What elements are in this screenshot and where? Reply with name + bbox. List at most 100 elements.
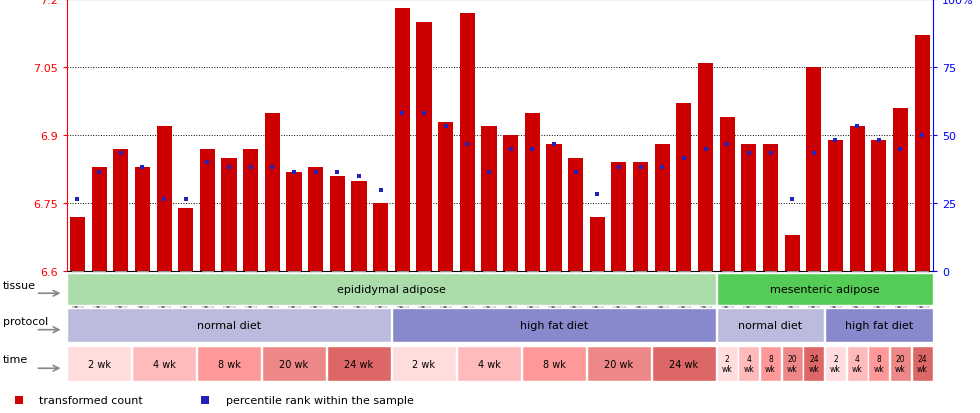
Bar xyxy=(847,346,867,381)
Text: normal diet: normal diet xyxy=(197,320,261,330)
Text: GSM971576: GSM971576 xyxy=(722,272,732,318)
Bar xyxy=(676,104,692,272)
Text: GSM971562: GSM971562 xyxy=(419,272,428,318)
Bar xyxy=(70,217,85,272)
Bar xyxy=(265,113,280,272)
Bar xyxy=(893,109,908,272)
Text: GSM971571: GSM971571 xyxy=(614,272,623,318)
Bar xyxy=(763,145,778,272)
Text: GSM971574: GSM971574 xyxy=(679,272,688,318)
Text: 20 wk: 20 wk xyxy=(605,358,633,369)
Bar xyxy=(481,127,497,272)
Text: GSM971570: GSM971570 xyxy=(593,272,602,318)
Text: tissue: tissue xyxy=(3,280,36,290)
Bar xyxy=(392,309,716,342)
Text: GSM971585: GSM971585 xyxy=(917,272,927,318)
Bar xyxy=(587,346,651,381)
Text: GSM971558: GSM971558 xyxy=(333,272,342,318)
Bar xyxy=(91,168,107,272)
Bar xyxy=(850,127,864,272)
Bar xyxy=(200,150,215,272)
Bar xyxy=(392,346,456,381)
Bar xyxy=(132,346,196,381)
Text: 4 wk: 4 wk xyxy=(153,358,175,369)
Text: 8
wk: 8 wk xyxy=(873,354,884,373)
Text: high fat diet: high fat diet xyxy=(519,320,588,330)
Text: GSM971551: GSM971551 xyxy=(181,272,190,318)
Text: GSM971566: GSM971566 xyxy=(506,272,515,318)
Bar xyxy=(782,346,803,381)
Bar xyxy=(739,346,760,381)
Bar xyxy=(352,181,367,272)
Bar xyxy=(825,309,933,342)
Bar xyxy=(590,217,605,272)
Text: 8 wk: 8 wk xyxy=(543,358,565,369)
Bar xyxy=(438,122,453,272)
Text: GSM971564: GSM971564 xyxy=(463,272,471,318)
Text: transformed count: transformed count xyxy=(39,395,143,405)
Bar xyxy=(828,140,843,272)
Text: 8
wk: 8 wk xyxy=(765,354,776,373)
Text: GSM971547: GSM971547 xyxy=(95,272,104,318)
Text: GSM971569: GSM971569 xyxy=(571,272,580,318)
Bar xyxy=(760,346,781,381)
Bar xyxy=(868,346,889,381)
Text: GSM971555: GSM971555 xyxy=(268,272,277,318)
Bar xyxy=(612,163,626,272)
Text: GSM971581: GSM971581 xyxy=(831,272,840,318)
Text: GSM971567: GSM971567 xyxy=(528,272,537,318)
Bar xyxy=(67,309,391,342)
Bar xyxy=(633,163,648,272)
Bar xyxy=(547,145,562,272)
Bar xyxy=(373,204,388,272)
Bar xyxy=(67,346,131,381)
Text: GSM971548: GSM971548 xyxy=(117,272,125,318)
Text: 2 wk: 2 wk xyxy=(87,358,111,369)
Text: GSM971583: GSM971583 xyxy=(874,272,883,318)
Bar xyxy=(308,168,323,272)
Text: normal diet: normal diet xyxy=(739,320,803,330)
Text: GSM971568: GSM971568 xyxy=(550,272,559,318)
Text: GSM971550: GSM971550 xyxy=(160,272,169,318)
Bar xyxy=(503,136,518,272)
Bar xyxy=(911,346,933,381)
Bar xyxy=(262,346,326,381)
Text: GSM971553: GSM971553 xyxy=(224,272,233,318)
Text: 24 wk: 24 wk xyxy=(344,358,373,369)
Text: GSM971584: GSM971584 xyxy=(896,272,905,318)
Bar xyxy=(871,140,886,272)
Text: 24
wk: 24 wk xyxy=(916,354,927,373)
Bar xyxy=(135,168,150,272)
Bar xyxy=(716,273,933,305)
Text: 2
wk: 2 wk xyxy=(722,354,733,373)
Text: GSM971561: GSM971561 xyxy=(398,272,407,318)
Text: 2 wk: 2 wk xyxy=(413,358,435,369)
Text: GSM971565: GSM971565 xyxy=(484,272,494,318)
Bar xyxy=(221,159,236,272)
Text: percentile rank within the sample: percentile rank within the sample xyxy=(225,395,414,405)
Bar xyxy=(804,346,824,381)
Text: mesenteric adipose: mesenteric adipose xyxy=(770,284,879,294)
Bar xyxy=(457,346,521,381)
Text: 8 wk: 8 wk xyxy=(218,358,240,369)
Bar xyxy=(568,159,583,272)
Bar xyxy=(243,150,259,272)
Bar xyxy=(825,346,846,381)
Text: GSM971575: GSM971575 xyxy=(701,272,710,318)
Text: GSM971563: GSM971563 xyxy=(441,272,450,318)
Text: GSM971578: GSM971578 xyxy=(766,272,775,318)
Bar xyxy=(522,346,586,381)
Text: GSM971582: GSM971582 xyxy=(853,272,861,318)
Text: GSM971577: GSM971577 xyxy=(745,272,754,318)
Bar xyxy=(716,309,824,342)
Text: GSM971556: GSM971556 xyxy=(289,272,299,318)
Text: protocol: protocol xyxy=(3,316,48,326)
Text: high fat diet: high fat diet xyxy=(845,320,913,330)
Text: 4 wk: 4 wk xyxy=(477,358,501,369)
Bar xyxy=(197,346,261,381)
Text: GSM971546: GSM971546 xyxy=(73,272,82,318)
Bar xyxy=(719,118,735,272)
Bar xyxy=(157,127,172,272)
Bar xyxy=(785,235,800,272)
Text: GSM971554: GSM971554 xyxy=(246,272,255,318)
